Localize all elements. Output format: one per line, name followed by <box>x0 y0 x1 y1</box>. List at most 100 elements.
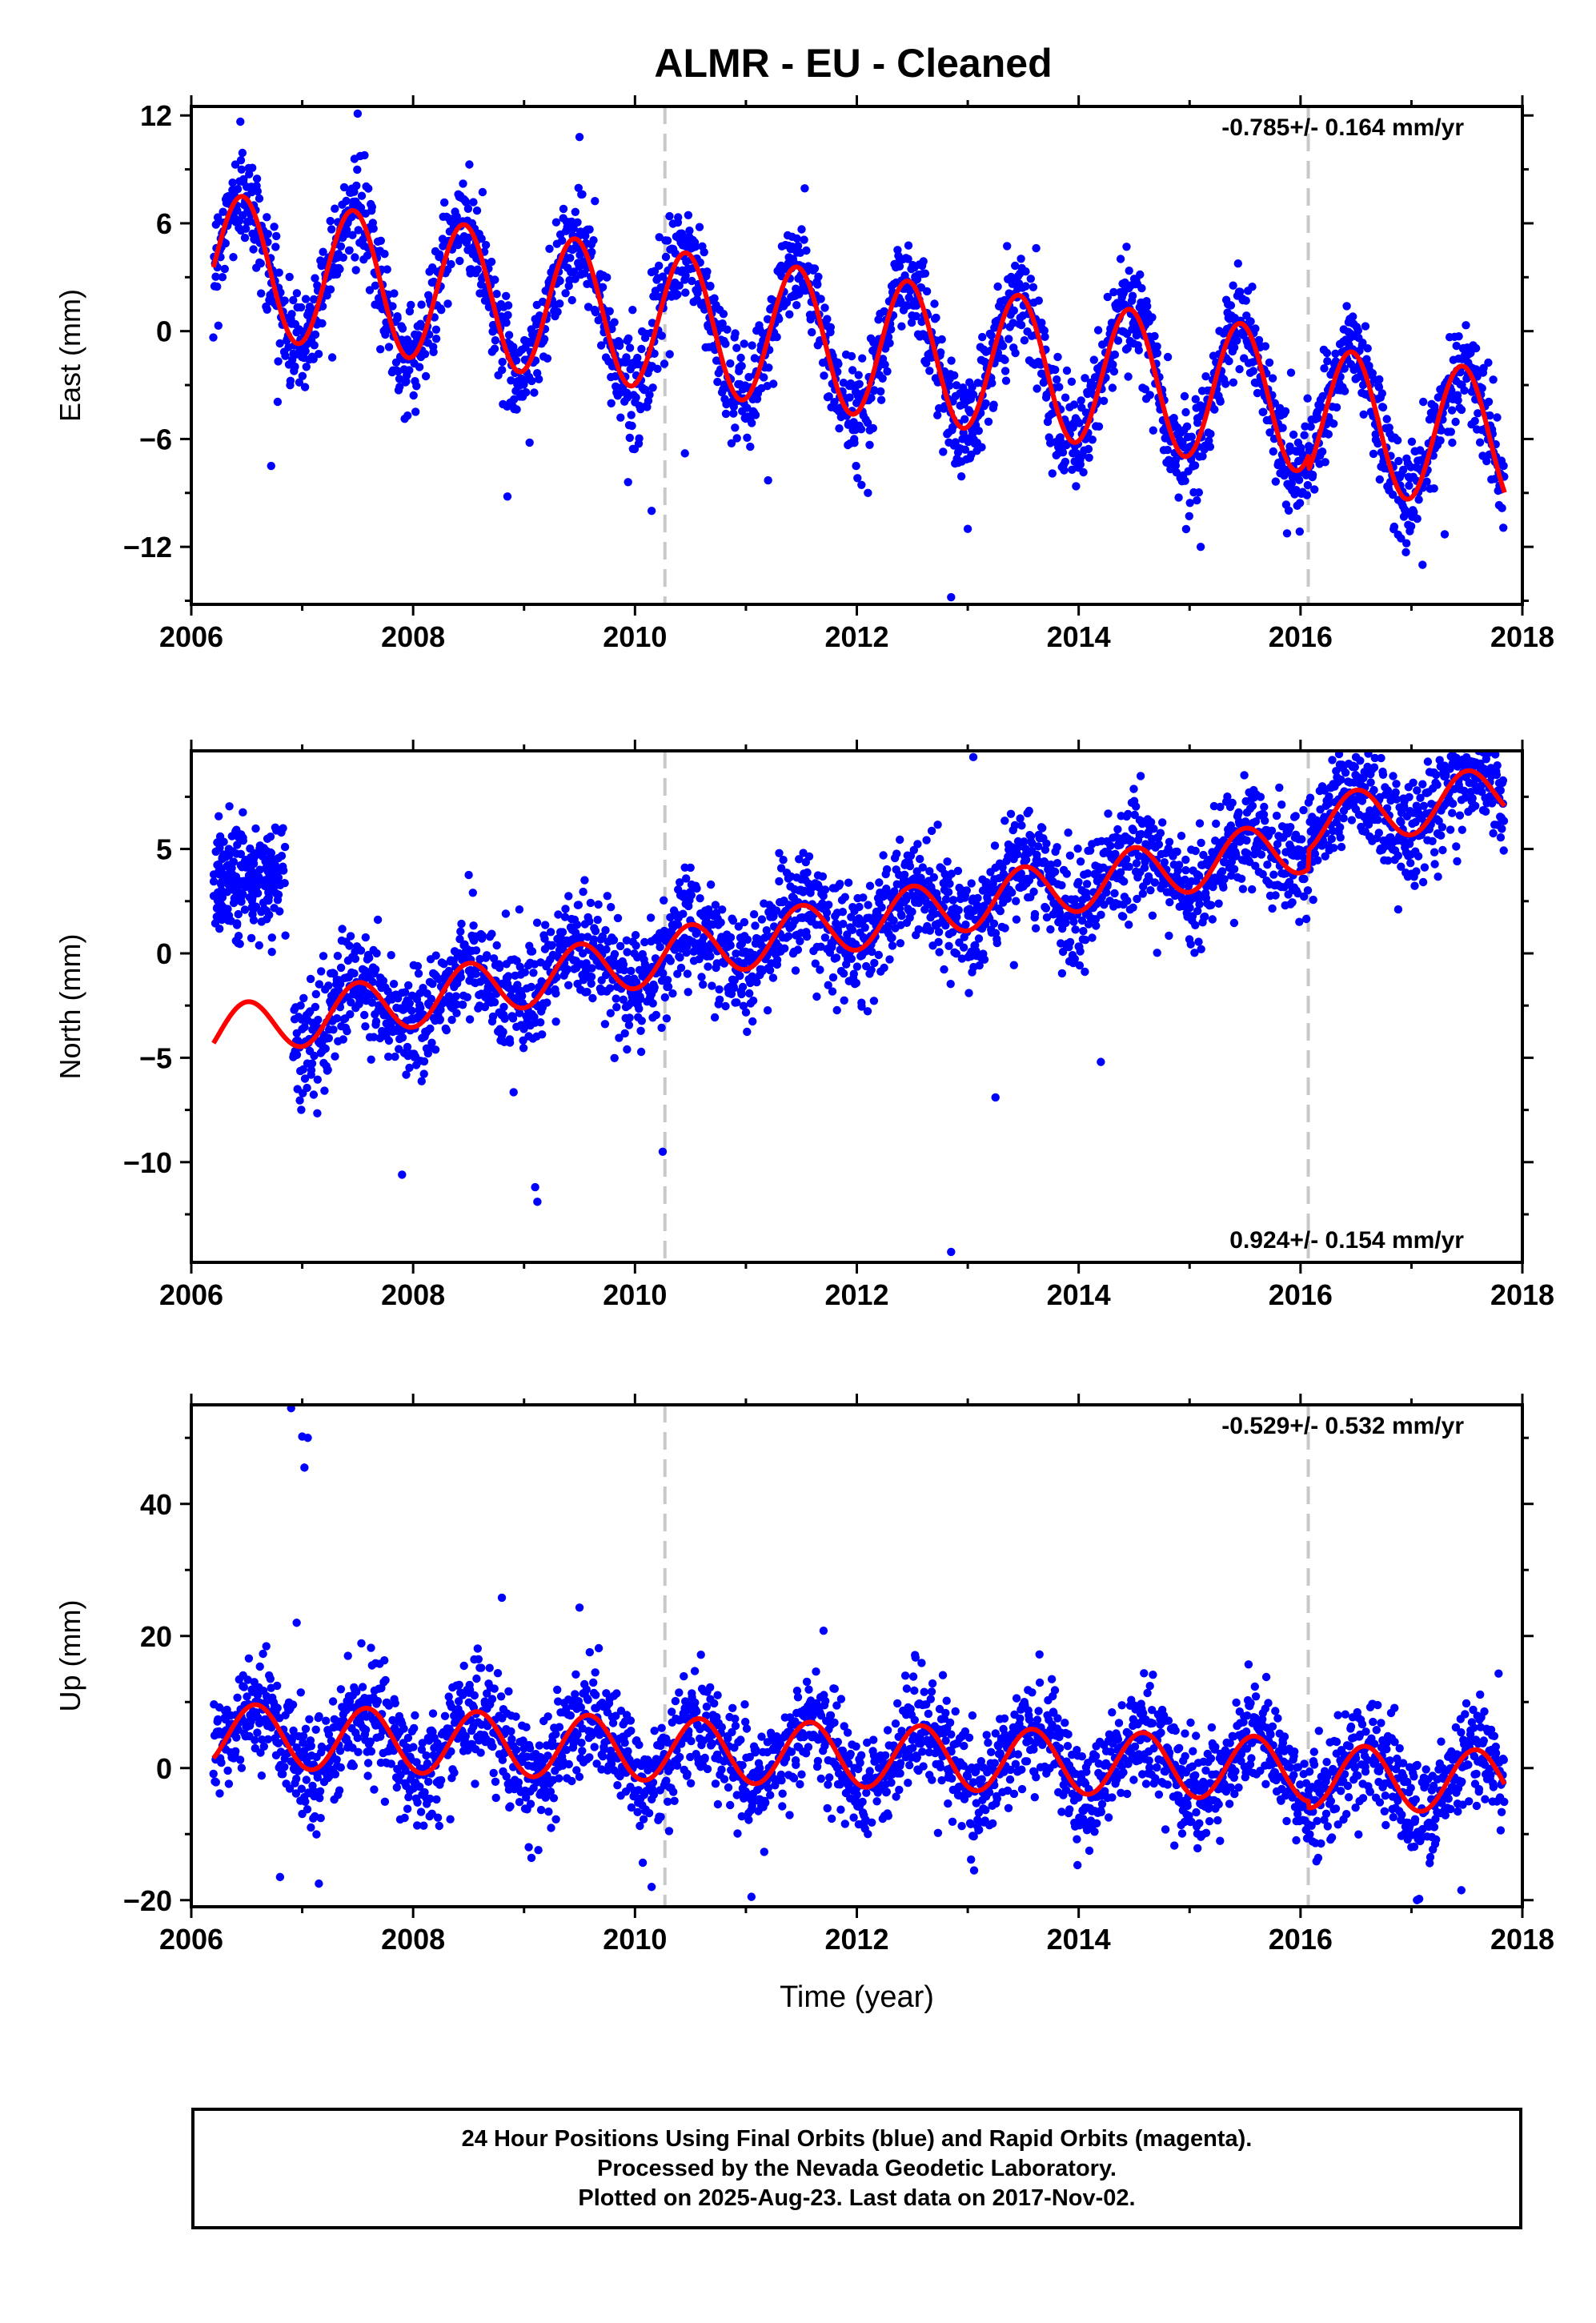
data-point <box>248 163 257 172</box>
data-point <box>731 329 740 338</box>
data-point <box>858 354 867 363</box>
data-point <box>839 969 848 978</box>
panel-1: 2006 2008 2010 2012 2014 2016 2018−12−60612Eas… <box>54 95 1554 653</box>
data-point <box>952 381 961 390</box>
data-point <box>852 978 861 988</box>
data-point <box>291 362 299 371</box>
x-tick-label: 2014 <box>1047 620 1111 653</box>
data-point <box>1165 897 1174 907</box>
data-point <box>1132 802 1141 811</box>
data-point <box>1339 814 1348 823</box>
data-point <box>1088 435 1097 444</box>
data-point <box>1113 336 1123 345</box>
data-point <box>532 918 542 927</box>
data-point <box>1156 828 1165 837</box>
data-point <box>1141 857 1149 867</box>
data-point <box>600 1020 610 1029</box>
data-point <box>1375 475 1385 484</box>
data-point <box>395 383 404 391</box>
data-point <box>402 1070 411 1079</box>
data-point <box>748 341 756 350</box>
data-point <box>594 900 603 909</box>
data-point <box>959 943 968 952</box>
data-point <box>270 223 279 231</box>
data-point <box>859 893 868 902</box>
data-point <box>612 994 620 1003</box>
data-point <box>849 969 859 978</box>
data-point <box>663 236 672 245</box>
data-point <box>1033 384 1041 393</box>
data-point <box>925 867 934 876</box>
data-point <box>1062 366 1072 375</box>
data-point <box>665 211 674 221</box>
data-point <box>868 947 876 957</box>
data-point <box>951 438 960 447</box>
data-point <box>682 874 691 883</box>
data-point <box>1188 912 1197 921</box>
data-point <box>369 1033 379 1041</box>
data-point <box>625 343 635 352</box>
data-point <box>368 977 377 986</box>
data-point <box>1102 888 1111 897</box>
outlier-point <box>403 411 412 420</box>
data-point <box>1308 471 1317 479</box>
data-point <box>1092 921 1101 930</box>
data-point <box>1261 342 1270 351</box>
data-point <box>726 941 735 950</box>
data-point <box>352 181 361 191</box>
data-point <box>1294 475 1304 484</box>
data-point <box>527 947 537 956</box>
data-point <box>1030 909 1040 919</box>
data-point <box>1129 825 1138 835</box>
data-point <box>1237 874 1246 884</box>
y-tick-label: 6 <box>156 207 172 240</box>
data-point <box>596 341 606 350</box>
data-point <box>1269 870 1278 879</box>
data-point <box>1040 326 1049 335</box>
data-point <box>428 979 437 989</box>
data-point <box>1457 405 1466 415</box>
data-point <box>609 936 619 945</box>
data-point <box>657 331 666 340</box>
data-point <box>978 332 987 342</box>
data-point <box>1309 895 1317 905</box>
data-point <box>729 402 738 411</box>
data-point <box>776 864 786 873</box>
data-point <box>1357 712 1365 720</box>
y-axis-label: East (mm) <box>54 289 86 422</box>
data-point <box>1306 422 1315 431</box>
data-point <box>922 359 931 367</box>
data-point <box>405 999 414 1008</box>
data-point <box>888 933 896 942</box>
data-point <box>589 935 598 944</box>
data-point <box>595 943 604 953</box>
data-point <box>800 184 809 193</box>
data-point <box>917 317 926 327</box>
data-point <box>950 371 959 380</box>
data-point <box>882 865 892 874</box>
data-point <box>1001 367 1010 375</box>
data-point <box>772 332 781 342</box>
data-point <box>342 196 351 206</box>
data-point <box>1300 874 1309 884</box>
data-point <box>1347 741 1355 749</box>
data-point <box>1436 436 1445 445</box>
data-point <box>301 347 310 355</box>
data-point <box>695 223 704 231</box>
data-point <box>615 341 624 351</box>
data-point <box>826 323 836 331</box>
data-point <box>498 366 507 375</box>
data-point <box>1154 840 1164 849</box>
data-point <box>452 1000 461 1009</box>
data-point <box>956 472 966 481</box>
data-point <box>1106 841 1115 850</box>
data-point <box>1071 925 1080 934</box>
data-point <box>615 1033 624 1042</box>
data-point <box>1221 379 1230 388</box>
data-point <box>1310 849 1320 858</box>
data-point <box>820 933 830 942</box>
data-point <box>598 283 608 291</box>
data-point <box>407 300 415 310</box>
data-point <box>356 946 366 955</box>
data-point <box>1021 856 1031 865</box>
